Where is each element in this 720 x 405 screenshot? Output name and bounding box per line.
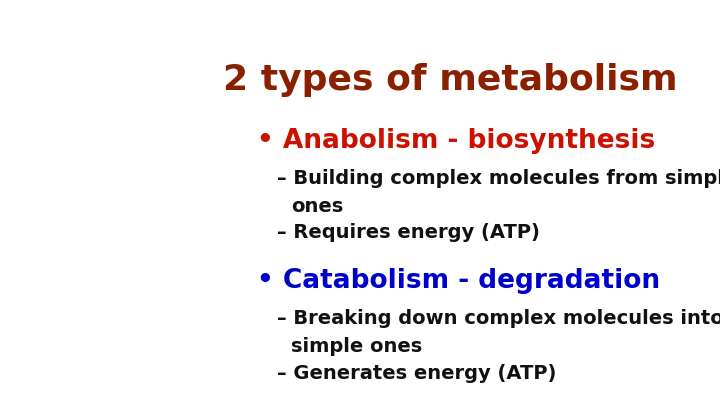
Text: 2 types of metabolism: 2 types of metabolism: [222, 63, 678, 97]
Text: • Catabolism - degradation: • Catabolism - degradation: [258, 269, 660, 294]
Text: – Breaking down complex molecules into: – Breaking down complex molecules into: [277, 309, 720, 328]
Text: ones: ones: [291, 197, 343, 216]
Text: – Building complex molecules from simple: – Building complex molecules from simple: [277, 168, 720, 188]
Text: • Anabolism - biosynthesis: • Anabolism - biosynthesis: [258, 128, 656, 154]
Text: – Requires energy (ATP): – Requires energy (ATP): [277, 223, 540, 242]
Text: – Generates energy (ATP): – Generates energy (ATP): [277, 364, 557, 383]
Text: simple ones: simple ones: [291, 337, 422, 356]
